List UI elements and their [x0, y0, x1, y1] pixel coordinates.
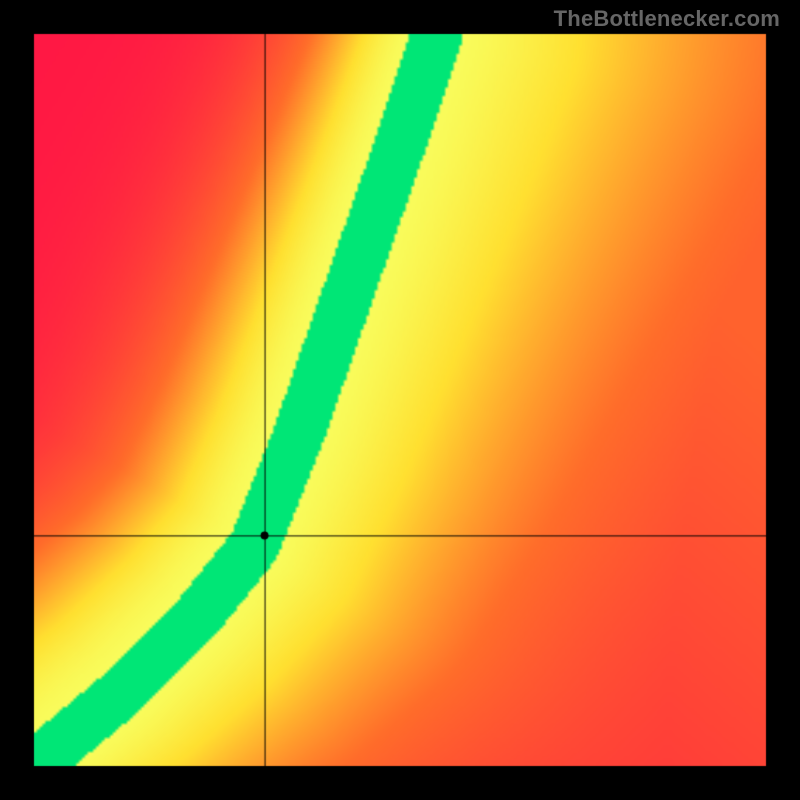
watermark-text: TheBottlenecker.com: [554, 6, 780, 32]
chart-container: TheBottlenecker.com: [0, 0, 800, 800]
heatmap-chart: [0, 0, 800, 800]
